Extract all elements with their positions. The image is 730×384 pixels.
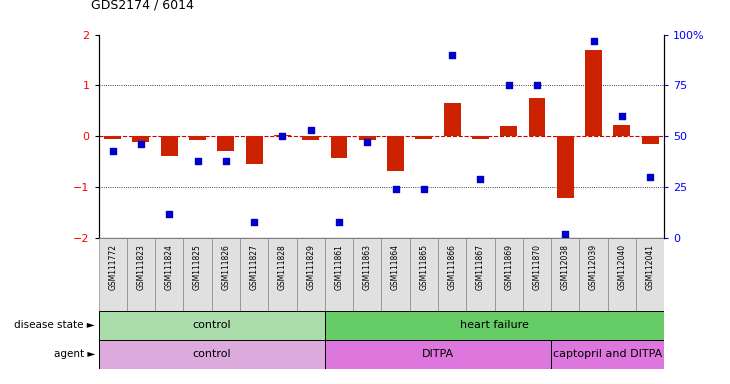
Point	[107, 147, 118, 154]
Text: GDS2174 / 6014: GDS2174 / 6014	[91, 0, 194, 12]
FancyBboxPatch shape	[99, 311, 325, 340]
Text: GSM111772: GSM111772	[108, 244, 118, 290]
FancyBboxPatch shape	[325, 311, 664, 340]
Bar	[500, 126, 517, 136]
FancyBboxPatch shape	[523, 238, 551, 311]
Text: GSM111861: GSM111861	[334, 244, 344, 290]
Text: GSM111828: GSM111828	[278, 244, 287, 290]
FancyBboxPatch shape	[353, 238, 381, 311]
FancyBboxPatch shape	[127, 238, 155, 311]
Bar	[444, 103, 461, 136]
Text: GSM112040: GSM112040	[618, 244, 626, 290]
Bar	[613, 125, 631, 136]
FancyBboxPatch shape	[607, 238, 636, 311]
Text: GSM111867: GSM111867	[476, 244, 485, 290]
Bar	[557, 136, 574, 199]
FancyBboxPatch shape	[99, 340, 325, 369]
Point	[503, 83, 515, 89]
Text: GSM111824: GSM111824	[165, 244, 174, 290]
Text: control: control	[193, 320, 231, 331]
Point	[333, 219, 345, 225]
Bar	[104, 136, 121, 139]
FancyBboxPatch shape	[466, 238, 495, 311]
FancyBboxPatch shape	[99, 238, 127, 311]
Point	[192, 158, 204, 164]
Bar	[302, 136, 319, 141]
FancyBboxPatch shape	[381, 238, 410, 311]
FancyBboxPatch shape	[580, 238, 607, 311]
Bar	[472, 136, 489, 139]
Text: control: control	[193, 349, 231, 359]
Text: GSM112041: GSM112041	[645, 244, 655, 290]
FancyBboxPatch shape	[410, 238, 438, 311]
Point	[390, 186, 402, 192]
Text: DITPA: DITPA	[422, 349, 454, 359]
Text: disease state ►: disease state ►	[14, 320, 95, 331]
Point	[474, 176, 486, 182]
Bar	[529, 98, 545, 136]
Text: GSM111826: GSM111826	[221, 244, 231, 290]
Point	[645, 174, 656, 180]
Text: GSM111829: GSM111829	[306, 244, 315, 290]
FancyBboxPatch shape	[183, 238, 212, 311]
Text: heart failure: heart failure	[460, 320, 529, 331]
Point	[277, 133, 288, 139]
Text: GSM111864: GSM111864	[391, 244, 400, 290]
Point	[135, 141, 147, 147]
FancyBboxPatch shape	[325, 238, 353, 311]
Bar	[585, 50, 602, 136]
Bar	[359, 136, 376, 141]
Bar	[331, 136, 347, 158]
Text: GSM112038: GSM112038	[561, 244, 570, 290]
Point	[305, 127, 317, 133]
Point	[220, 158, 231, 164]
Text: GSM111870: GSM111870	[532, 244, 542, 290]
FancyBboxPatch shape	[155, 238, 183, 311]
Point	[361, 139, 373, 146]
Bar	[274, 135, 291, 136]
FancyBboxPatch shape	[325, 340, 551, 369]
Text: agent ►: agent ►	[53, 349, 95, 359]
FancyBboxPatch shape	[636, 238, 664, 311]
Point	[616, 113, 628, 119]
FancyBboxPatch shape	[495, 238, 523, 311]
Bar	[387, 136, 404, 171]
Text: GSM111869: GSM111869	[504, 244, 513, 290]
Text: GSM111823: GSM111823	[137, 244, 145, 290]
Bar	[133, 136, 150, 142]
Text: GSM111825: GSM111825	[193, 244, 202, 290]
Point	[559, 231, 571, 237]
Bar	[218, 136, 234, 151]
Bar	[642, 136, 658, 144]
Bar	[189, 136, 206, 141]
Point	[164, 210, 175, 217]
FancyBboxPatch shape	[240, 238, 269, 311]
Point	[418, 186, 430, 192]
FancyBboxPatch shape	[551, 238, 580, 311]
Text: captopril and DITPA: captopril and DITPA	[553, 349, 662, 359]
FancyBboxPatch shape	[438, 238, 466, 311]
Bar	[415, 136, 432, 139]
Text: GSM112039: GSM112039	[589, 244, 598, 290]
Text: GSM111866: GSM111866	[447, 244, 457, 290]
Text: GSM111863: GSM111863	[363, 244, 372, 290]
Point	[248, 219, 260, 225]
FancyBboxPatch shape	[551, 340, 664, 369]
FancyBboxPatch shape	[269, 238, 296, 311]
FancyBboxPatch shape	[212, 238, 240, 311]
Point	[588, 38, 599, 44]
Bar	[161, 136, 178, 156]
Text: GSM111827: GSM111827	[250, 244, 258, 290]
Text: GSM111865: GSM111865	[419, 244, 429, 290]
Point	[446, 52, 458, 58]
FancyBboxPatch shape	[296, 238, 325, 311]
Bar	[246, 136, 263, 164]
Point	[531, 83, 543, 89]
